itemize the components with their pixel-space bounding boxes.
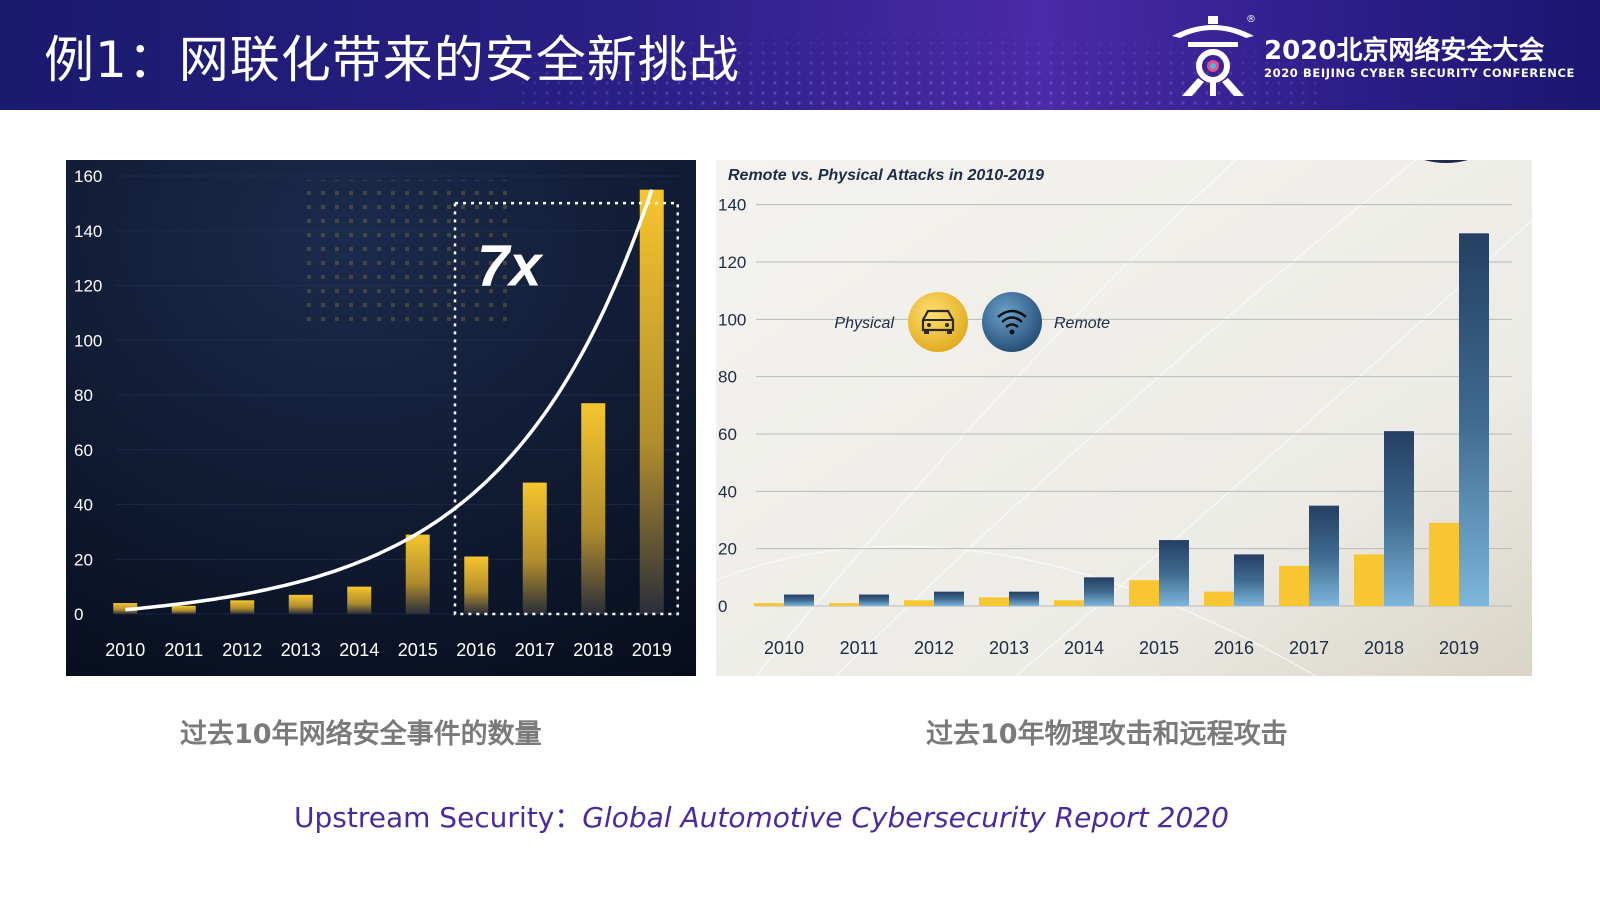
bar-physical-2016 — [1204, 591, 1234, 606]
bar-2013 — [288, 594, 313, 614]
car-icon — [908, 292, 968, 352]
y-tick-label: 40 — [74, 496, 93, 515]
conference-name-en: 2020 BEIJING CYBER SECURITY CONFERENCE — [1264, 66, 1575, 80]
bar-remote-2018 — [1384, 431, 1414, 606]
x-tick-label: 2012 — [914, 638, 954, 658]
y-tick-label: 120 — [74, 277, 102, 296]
source-report-title: Global Automotive Cybersecurity Report 2… — [582, 801, 1229, 834]
x-tick-label: 2013 — [281, 640, 321, 660]
x-tick-label: 2013 — [989, 638, 1029, 658]
x-tick-label: 2018 — [1364, 638, 1404, 658]
x-tick-label: 2015 — [1139, 638, 1179, 658]
caption-incidents: 过去10年网络安全事件的数量 — [180, 719, 542, 750]
conference-name-cn: 2020北京网络安全大会 — [1264, 36, 1545, 66]
y-tick-label: 100 — [74, 331, 102, 350]
bar-remote-2013 — [1009, 591, 1039, 606]
bar-2011 — [171, 605, 196, 614]
bar-physical-2011 — [829, 603, 859, 606]
attacks-chart-panel: Remote vs. Physical Attacks in 2010-2019… — [715, 159, 1533, 677]
incidents-chart-panel: 0 20 40 60 80 100 120 140 160 2010 2011 2012 2013 20… — [66, 160, 696, 676]
bar-physical-2014 — [1054, 600, 1084, 606]
y-tick-label: 0 — [74, 605, 83, 624]
bar-remote-2016 — [1234, 554, 1264, 606]
bar-physical-2018 — [1354, 554, 1384, 606]
bar-remote-2011 — [859, 594, 889, 606]
bar-remote-2014 — [1084, 577, 1114, 606]
y-tick-label: 40 — [718, 482, 737, 501]
x-tick-label: 2014 — [1064, 638, 1104, 658]
bar-2016 — [464, 556, 489, 614]
x-tick-label: 2017 — [1289, 638, 1329, 658]
y-tick-label: 80 — [74, 386, 93, 405]
slide-header: 例1：网联化带来的安全新挑战 ® 2020北京网络安全大会 2020 BEIJI… — [0, 0, 1600, 110]
wifi-icon — [982, 292, 1042, 352]
y-tick-label: 60 — [718, 425, 737, 444]
bar-physical-2010 — [754, 603, 784, 606]
y-tick-label: 100 — [718, 310, 746, 329]
x-tick-label: 2019 — [1439, 638, 1479, 658]
bar-2017 — [522, 482, 547, 614]
source-citation: Upstream Security：Global Automotive Cybe… — [294, 796, 1229, 836]
registered-mark: ® — [1246, 14, 1256, 25]
y-tick-label: 140 — [74, 222, 102, 241]
source-publisher: Upstream Security： — [294, 801, 583, 834]
legend-label-remote: Remote — [1054, 315, 1110, 332]
bar-physical-2012 — [904, 600, 934, 606]
x-tick-label: 2016 — [1214, 638, 1254, 658]
x-tick-label: 2016 — [456, 640, 496, 660]
incidents-chart: 0 20 40 60 80 100 120 140 160 2010 2011 2012 2013 20… — [66, 160, 696, 676]
x-tick-label: 2019 — [632, 640, 672, 660]
x-tick-label: 2011 — [840, 638, 879, 658]
x-tick-label: 2010 — [764, 638, 804, 658]
y-tick-label: 60 — [74, 441, 93, 460]
conference-logo-icon — [1172, 16, 1254, 96]
bar-physical-2017 — [1279, 565, 1309, 606]
bar-remote-2015 — [1159, 540, 1189, 606]
x-tick-label: 2011 — [164, 640, 203, 660]
y-tick-label: 160 — [74, 167, 102, 186]
slide-title: 例1：网联化带来的安全新挑战 — [44, 31, 740, 89]
x-tick-label: 2015 — [398, 640, 438, 660]
bar-2012 — [230, 600, 255, 614]
bar-remote-2017 — [1309, 505, 1339, 606]
bar-physical-2013 — [979, 597, 1009, 606]
bar-2015 — [405, 534, 430, 614]
bar-remote-2019 — [1459, 233, 1489, 606]
bar-physical-2015 — [1129, 580, 1159, 606]
legend-label-physical: Physical — [834, 315, 894, 332]
y-tick-label: 0 — [718, 597, 727, 616]
caption-attacks: 过去10年物理攻击和远程攻击 — [926, 719, 1288, 750]
attacks-chart-legend: Physical Remote — [834, 292, 1110, 352]
bar-physical-2019 — [1429, 522, 1459, 606]
y-tick-label: 80 — [718, 368, 737, 387]
x-tick-label: 2018 — [573, 640, 613, 660]
y-tick-label: 140 — [718, 196, 746, 215]
x-tick-label: 2012 — [222, 640, 262, 660]
y-tick-label: 120 — [718, 253, 746, 272]
y-tick-label: 20 — [74, 550, 93, 569]
bar-2019 — [639, 189, 664, 614]
trend-curve — [125, 189, 654, 612]
x-tick-label: 2017 — [515, 640, 555, 660]
growth-highlight-box — [453, 201, 679, 616]
y-tick-label: 20 — [718, 540, 737, 559]
bar-remote-2012 — [934, 591, 964, 606]
bar-2014 — [347, 586, 372, 614]
x-tick-label: 2010 — [105, 640, 145, 660]
attacks-chart: Remote vs. Physical Attacks in 2010-2019… — [715, 159, 1533, 677]
attacks-chart-title: Remote vs. Physical Attacks in 2010-2019 — [728, 167, 1044, 184]
bar-2018 — [581, 403, 606, 614]
growth-annotation: 7x — [477, 234, 544, 299]
x-tick-label: 2014 — [339, 640, 379, 660]
bar-remote-2010 — [784, 594, 814, 606]
